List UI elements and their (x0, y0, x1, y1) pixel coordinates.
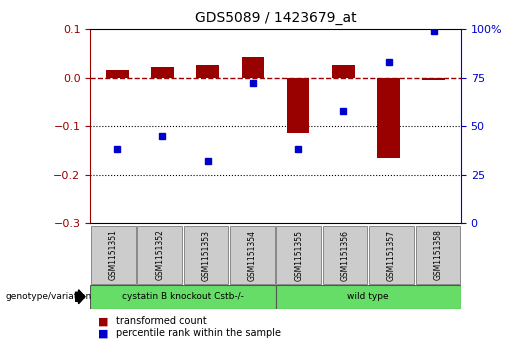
Bar (90, 285, 276, 309)
Text: GSM1151354: GSM1151354 (248, 229, 257, 281)
Title: GDS5089 / 1423679_at: GDS5089 / 1423679_at (195, 11, 356, 25)
Text: GSM1151356: GSM1151356 (340, 229, 350, 281)
Bar (151, 67, 174, 78)
Text: wild type: wild type (348, 292, 389, 301)
Bar (230, 226, 274, 284)
Bar (377, 78, 400, 158)
Text: GSM1151358: GSM1151358 (433, 229, 442, 281)
Bar (196, 65, 219, 78)
Bar (242, 57, 264, 78)
Bar (106, 70, 129, 78)
Text: cystatin B knockout Cstb-/-: cystatin B knockout Cstb-/- (122, 292, 244, 301)
Bar (323, 226, 367, 284)
Text: GSM1151352: GSM1151352 (155, 229, 164, 281)
Bar (138, 226, 182, 284)
Text: transformed count: transformed count (116, 316, 207, 326)
Text: genotype/variation: genotype/variation (5, 292, 91, 301)
Bar (184, 226, 228, 284)
Bar (287, 78, 310, 134)
Text: GSM1151353: GSM1151353 (201, 229, 211, 281)
Text: GSM1151351: GSM1151351 (109, 229, 118, 281)
Text: ■: ■ (98, 328, 108, 338)
Text: percentile rank within the sample: percentile rank within the sample (116, 328, 281, 338)
Text: GSM1151355: GSM1151355 (294, 229, 303, 281)
FancyArrow shape (75, 290, 85, 304)
Bar (91, 226, 135, 284)
Bar (422, 78, 445, 80)
Bar (277, 226, 321, 284)
Bar (332, 65, 355, 78)
Text: ■: ■ (98, 316, 108, 326)
Bar (416, 226, 460, 284)
Bar (369, 226, 414, 284)
Bar (276, 285, 461, 309)
Text: GSM1151357: GSM1151357 (387, 229, 396, 281)
